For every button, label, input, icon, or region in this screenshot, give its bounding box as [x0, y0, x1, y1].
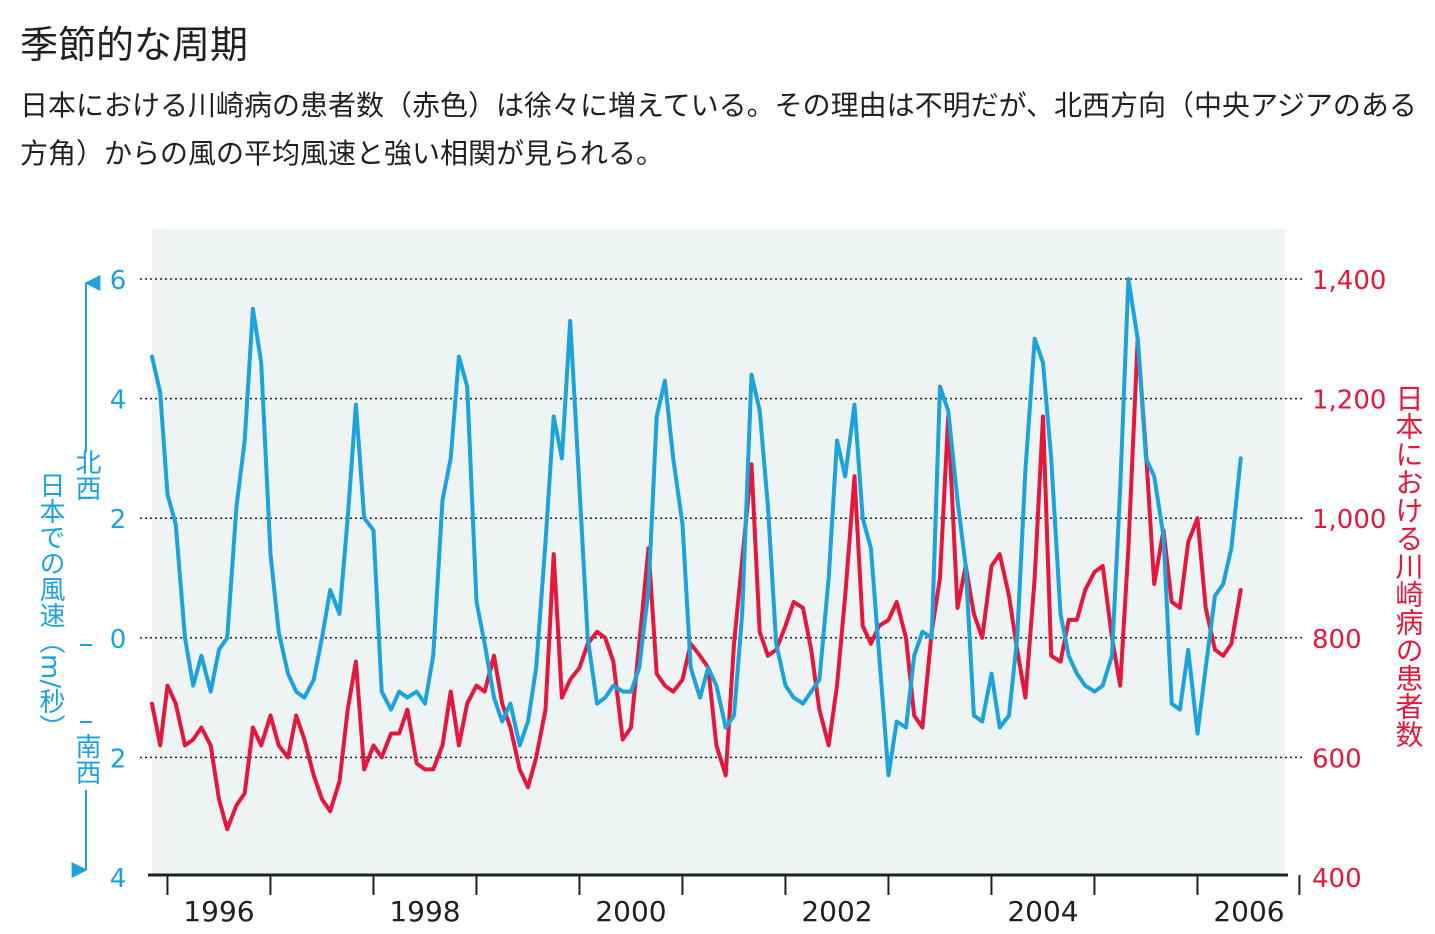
x-tick-label: 2004 [1007, 895, 1078, 928]
series-layer [150, 277, 1243, 832]
left-tick-label: 2 [110, 744, 127, 774]
x-tick-label: 2000 [595, 895, 666, 928]
x-axis-ticks [166, 875, 1301, 895]
left-tick-label: 2 [110, 505, 127, 535]
right-axis-ticks: 1,400 1,200 1,000 800 600 400 [1312, 266, 1386, 894]
left-axis-ticks: 6 4 2 0 2 4 [110, 266, 127, 894]
x-tick-label: 1996 [183, 895, 254, 928]
x-tick-label: 1998 [389, 895, 460, 928]
left-tick-label: 0 [110, 625, 127, 655]
chart-subtitle: 日本における川崎病の患者数（赤色）は徐々に増えている。その理由は不明だが、北西方… [20, 89, 1417, 170]
x-axis-labels: 1996 1998 2000 2002 2004 2006 [183, 895, 1284, 928]
plot-background [152, 229, 1285, 875]
left-axis-label-north: 北西 [71, 449, 101, 501]
left-axis-label-south: 南西 [71, 733, 101, 785]
right-tick-label: 400 [1312, 864, 1362, 894]
kawasaki-cases-line [150, 336, 1243, 832]
right-axis-label: 日本における川崎病の患者数 [1392, 384, 1425, 748]
right-tick-label: 600 [1312, 744, 1362, 774]
left-tick-label: 4 [110, 386, 127, 416]
wind-speed-line [150, 277, 1243, 778]
right-tick-label: 1,000 [1312, 505, 1386, 535]
chart-title: 季節的な周期 [20, 23, 249, 67]
right-tick-label: 800 [1312, 625, 1362, 655]
right-tick-label: 1,400 [1312, 266, 1386, 296]
x-tick-label: 2002 [801, 895, 872, 928]
left-axis-label-main: 日本での風速（m/秒） [35, 472, 65, 740]
x-tick-label: 2006 [1213, 895, 1284, 928]
left-tick-label: 6 [110, 266, 127, 296]
right-tick-label: 1,200 [1312, 386, 1386, 416]
left-tick-label: 4 [110, 864, 127, 894]
